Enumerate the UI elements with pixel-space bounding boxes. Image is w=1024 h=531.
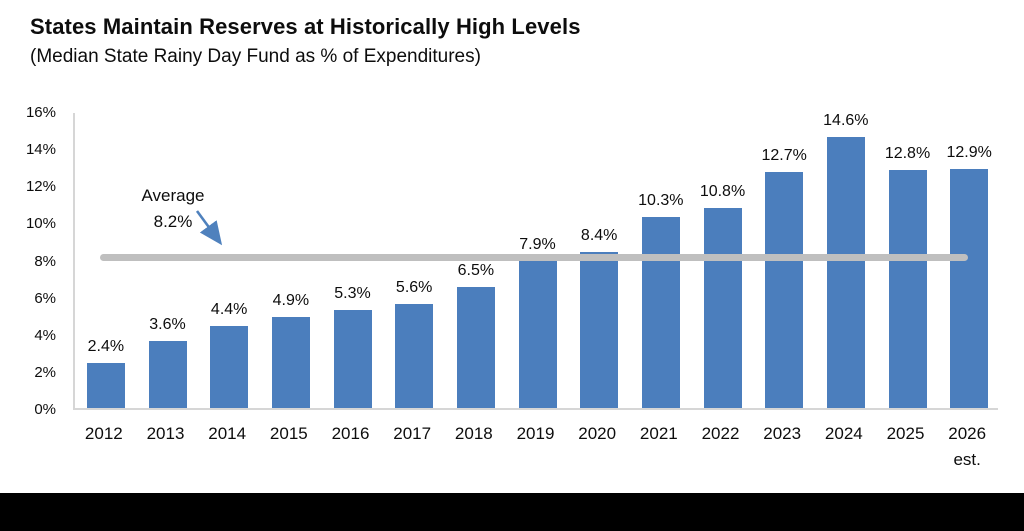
bar-2016 <box>333 309 372 408</box>
data-label-2016: 5.3% <box>334 284 371 302</box>
bar-2012 <box>86 363 125 408</box>
data-label-2019: 7.9% <box>519 236 556 254</box>
x-tick-2013: 2013 <box>146 424 185 443</box>
data-label-2023: 12.7% <box>761 147 807 165</box>
data-label-2021: 10.3% <box>638 191 684 209</box>
bar-2015 <box>271 317 310 408</box>
plot-area: 2.4% 3.6% 4.4% 4.9% 5.3% 5.6% 6.5% 7.9% 8.4% 10.3… <box>73 112 998 410</box>
bar-2018 <box>456 287 495 408</box>
data-label-2022: 10.8% <box>699 182 746 200</box>
bar-2023 <box>765 172 804 408</box>
average-reference-line <box>100 254 968 262</box>
y-tick-14pct: 14% <box>25 141 56 159</box>
bar-2013 <box>148 341 187 408</box>
data-label-2018: 6.5% <box>457 262 495 280</box>
bar-2026 <box>950 168 989 408</box>
chart-title: States Maintain Reserves at Historically… <box>30 14 581 39</box>
data-label-2015: 4.9% <box>272 292 310 310</box>
x-tick-2024: 2024 <box>824 424 863 443</box>
data-label-2020: 8.4% <box>580 227 618 245</box>
x-tick-2014: 2014 <box>208 424 247 443</box>
bar-2014 <box>210 326 249 408</box>
chart-subtitle: (Median State Rainy Day Fund as % of Exp… <box>30 46 481 67</box>
data-label-2017: 5.6% <box>395 279 433 297</box>
x-tick-2018: 2018 <box>454 424 493 443</box>
bar-2025 <box>888 170 927 408</box>
x-tick-2023: 2023 <box>763 424 802 443</box>
x-tick-2021: 2021 <box>639 424 678 443</box>
y-tick-8pct: 8% <box>34 252 56 270</box>
x-tick-sublabel-2026: est. <box>953 450 981 469</box>
data-label-2026: 12.9% <box>946 143 992 161</box>
x-tick-2025: 2025 <box>886 424 925 443</box>
average-annotation-line1: Average <box>141 186 205 205</box>
bar-2022 <box>703 207 742 408</box>
y-tick-16pct: 16% <box>25 104 56 121</box>
x-tick-2016: 2016 <box>331 424 370 443</box>
x-tick-2012: 2012 <box>84 424 123 443</box>
bar-2021 <box>641 216 680 408</box>
data-label-2024: 14.6% <box>823 112 869 129</box>
data-label-2014: 4.4% <box>210 301 248 319</box>
bar-2017 <box>395 304 434 408</box>
average-annotation: Average 8.2% <box>118 183 228 234</box>
x-tick-2019: 2019 <box>516 424 555 443</box>
bar-2019 <box>518 261 557 408</box>
x-tick-2015: 2015 <box>269 424 308 443</box>
data-label-2012: 2.4% <box>87 338 125 356</box>
average-annotation-line2: 8.2% <box>153 211 193 231</box>
x-tick-2017: 2017 <box>393 424 432 443</box>
x-tick-2022: 2022 <box>701 424 740 443</box>
y-tick-2pct: 2% <box>34 363 56 381</box>
arrow-down-right-icon <box>195 210 223 246</box>
y-tick-6pct: 6% <box>34 289 56 307</box>
y-tick-10pct: 10% <box>25 215 56 233</box>
y-tick-0pct: 0% <box>34 401 56 418</box>
bar-2024 <box>826 137 865 408</box>
data-label-2025: 12.8% <box>884 145 931 163</box>
x-tick-2020: 2020 <box>578 424 617 443</box>
bar-2020 <box>580 252 619 408</box>
x-tick-2026: 2026 <box>948 424 987 443</box>
y-tick-12pct: 12% <box>25 178 56 196</box>
footer-bar <box>0 493 1024 531</box>
y-tick-4pct: 4% <box>34 326 56 344</box>
data-label-2013: 3.6% <box>149 316 186 334</box>
